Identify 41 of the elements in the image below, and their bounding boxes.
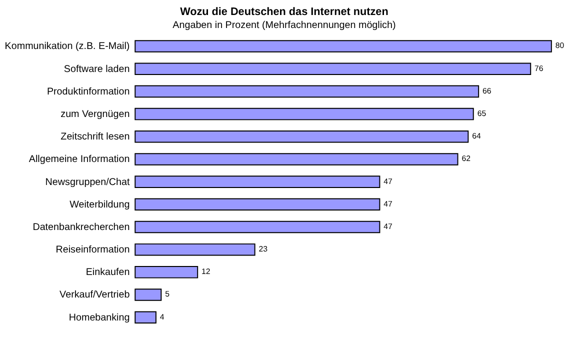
bar — [134, 311, 156, 324]
y-tick-label: Einkaufen — [86, 267, 130, 278]
data-label: 64 — [472, 132, 482, 141]
bar — [134, 243, 256, 256]
data-label: 5 — [165, 290, 170, 299]
data-label: 23 — [258, 244, 268, 254]
data-label: 65 — [477, 109, 487, 118]
bar — [134, 266, 198, 278]
y-tick-label: Weiterbildung — [70, 199, 130, 210]
bar — [134, 40, 552, 52]
y-tick-label: Zeitschrift lesen — [60, 132, 130, 143]
data-label: 47 — [384, 222, 392, 231]
bar — [134, 220, 380, 234]
y-tick-label: Verkauf/Vertrieb — [60, 290, 130, 301]
data-label: 62 — [462, 154, 470, 164]
y-tick-label: Homebanking — [68, 312, 130, 324]
y-tick-label: Software laden — [64, 64, 130, 75]
y-tick-label: Newsgruppen/Chat — [45, 176, 130, 188]
data-label: 47 — [384, 199, 392, 208]
y-tick-label: zum Vergnügen — [60, 109, 130, 120]
y-tick-label: Allgemeine Information — [28, 154, 130, 166]
bar — [134, 153, 458, 166]
chart-title: Wozu die Deutschen das Internet nutzen — [180, 6, 388, 18]
y-tick-label: Produktinformation — [46, 86, 130, 98]
bar — [134, 198, 380, 211]
data-label: 80 — [555, 41, 565, 50]
data-label: 47 — [384, 176, 392, 186]
bar — [134, 176, 380, 188]
y-tick-label: Kommunikation (z.B. E-Mail) — [4, 41, 130, 52]
data-label: 12 — [202, 267, 210, 276]
bar — [134, 130, 469, 143]
bar — [134, 288, 162, 301]
y-tick-label: Reiseinformation — [56, 244, 130, 256]
bar — [134, 62, 532, 75]
y-tick-label: Datenbankrecherchen — [32, 222, 130, 233]
data-label: 76 — [534, 64, 544, 73]
data-label: 4 — [160, 312, 165, 322]
data-label: 66 — [482, 86, 492, 96]
bar — [134, 108, 474, 120]
chart-subtitle: Angaben in Prozent (Mehrfachnennungen möglich) — [172, 20, 396, 31]
bar — [134, 85, 480, 98]
